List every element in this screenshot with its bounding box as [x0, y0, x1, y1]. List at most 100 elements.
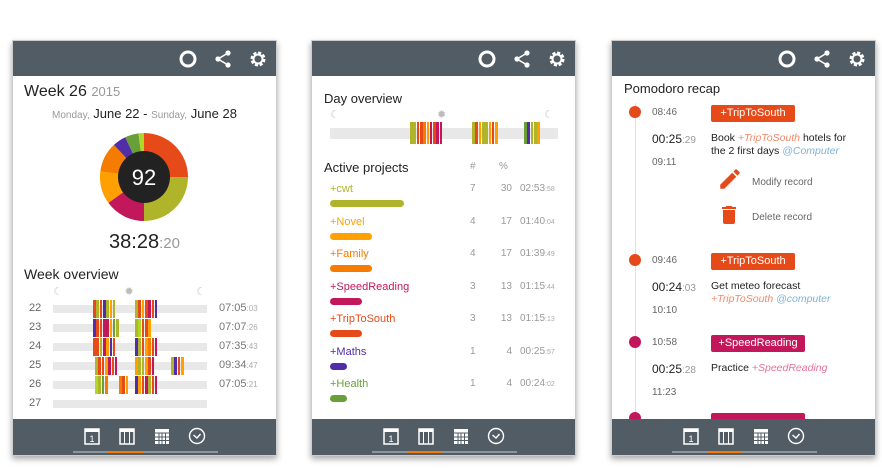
edit-icon[interactable]: [717, 166, 743, 192]
week-calendar-icon[interactable]: [717, 426, 735, 445]
time-stripe: [138, 338, 141, 356]
day-calendar-icon[interactable]: 1: [682, 426, 700, 445]
tab-indicator: [707, 451, 742, 453]
project-name[interactable]: +Novel: [330, 215, 365, 228]
week-total-main: 07:07: [219, 321, 247, 333]
donut-center: [118, 151, 170, 203]
record-icon[interactable]: [178, 49, 198, 69]
svg-text:1: 1: [89, 434, 94, 444]
settings-icon[interactable]: [248, 49, 268, 69]
week-timeline-bar[interactable]: [53, 343, 207, 351]
day-timeline-bar[interactable]: [330, 128, 558, 139]
week-timeline-bar[interactable]: [53, 305, 207, 313]
time-stripe: [419, 122, 423, 144]
week-total-main: 07:05: [219, 378, 247, 390]
time-stripe: [95, 357, 98, 375]
time-stripe: [423, 122, 426, 144]
description-context: @computer: [776, 293, 831, 305]
time-stripe: [135, 319, 138, 337]
time-stripe: [96, 300, 99, 318]
date-range: Monday, June 22 - Sunday, June 28: [13, 106, 276, 121]
description-project: +TripToSouth: [737, 132, 801, 144]
project-time-main: 01:15: [520, 280, 546, 292]
week-calendar-icon[interactable]: [417, 426, 435, 445]
tab-track: [372, 451, 517, 453]
time-stripe: [135, 376, 138, 394]
record-icon[interactable]: [477, 49, 497, 69]
end-time: 09:11: [652, 157, 677, 168]
project-tag[interactable]: +TripToSouth: [711, 105, 795, 122]
clock-icon[interactable]: [487, 426, 505, 445]
time-stripe: [96, 338, 99, 356]
time-stripe: [114, 357, 118, 375]
time-stripe: [436, 122, 440, 144]
time-stripe: [138, 376, 141, 394]
share-icon[interactable]: [512, 49, 532, 69]
week-timeline-bar[interactable]: [53, 400, 207, 408]
svg-text:1: 1: [688, 434, 693, 444]
project-time: 00:25:57: [520, 346, 555, 357]
project-share-bar: [330, 265, 372, 272]
time-stripe: [433, 122, 436, 144]
month-calendar-icon[interactable]: [153, 426, 171, 445]
week-timeline-bar[interactable]: [53, 381, 207, 389]
share-icon[interactable]: [213, 49, 233, 69]
time-stripe: [171, 357, 174, 375]
time-stripe: [106, 300, 109, 318]
project-tag[interactable]: +SpeedReading: [711, 335, 805, 352]
settings-icon[interactable]: [547, 49, 567, 69]
project-name[interactable]: +cwt: [330, 183, 353, 195]
delete-record-button[interactable]: Delete record: [752, 212, 813, 223]
screen-week: Week 26 2015 Monday, June 22 - Sunday, J…: [12, 40, 277, 456]
record-icon[interactable]: [777, 49, 797, 69]
time-stripe: [99, 319, 103, 337]
moon-icon: ☾: [544, 109, 554, 121]
end-time: 10:10: [652, 305, 678, 316]
week-timeline-bar[interactable]: [53, 362, 207, 370]
trash-icon[interactable]: [717, 203, 741, 227]
clock-icon[interactable]: [188, 426, 206, 445]
project-time-main: 00:25: [520, 345, 546, 357]
time-stripe: [144, 357, 148, 375]
project-name[interactable]: +Family: [330, 248, 369, 260]
clock-icon[interactable]: [787, 426, 805, 445]
duration: 00:25:29: [652, 132, 696, 146]
week-timeline-bar[interactable]: [53, 324, 207, 332]
day-calendar-icon[interactable]: 1: [83, 426, 101, 445]
time-stripe: [141, 319, 145, 337]
year: 2015: [91, 84, 121, 99]
week-total-sec: :03: [246, 304, 258, 313]
project-name[interactable]: +TripToSouth: [330, 313, 396, 325]
project-time-main: 01:40: [520, 215, 546, 227]
week-label: Week 26: [24, 83, 87, 100]
time-stripe: [527, 122, 530, 144]
time-stripe: [95, 376, 98, 394]
tab-track: [73, 451, 218, 453]
day-calendar-icon[interactable]: 1: [382, 426, 400, 445]
project-tag[interactable]: +TripToSouth: [711, 253, 795, 270]
settings-icon[interactable]: [847, 49, 867, 69]
share-icon[interactable]: [812, 49, 832, 69]
project-name[interactable]: +SpeedReading: [330, 280, 410, 293]
week-calendar-icon[interactable]: [118, 426, 136, 445]
time-stripe: [144, 300, 148, 318]
project-name[interactable]: +Maths: [330, 345, 367, 358]
percent-header: %: [499, 161, 508, 172]
project-time: 01:15:44: [520, 281, 555, 292]
month-calendar-icon[interactable]: [452, 426, 470, 445]
app-header: [612, 41, 875, 76]
time-stripe: [148, 300, 151, 318]
time-stripe: [135, 338, 138, 356]
project-name[interactable]: +Health: [330, 378, 369, 390]
time-stripe: [144, 376, 148, 394]
modify-record-button[interactable]: Modify record: [752, 177, 813, 188]
project-donut-chart: [100, 133, 188, 221]
project-share-bar: [330, 232, 372, 240]
time-stripe: [410, 122, 413, 144]
time-stripe: [475, 122, 478, 144]
project-time: 02:53:58: [520, 183, 555, 194]
time-stripe: [109, 300, 113, 318]
start-time: 10:58: [652, 337, 678, 348]
month-calendar-icon[interactable]: [752, 426, 770, 445]
time-stripe: [138, 319, 141, 337]
